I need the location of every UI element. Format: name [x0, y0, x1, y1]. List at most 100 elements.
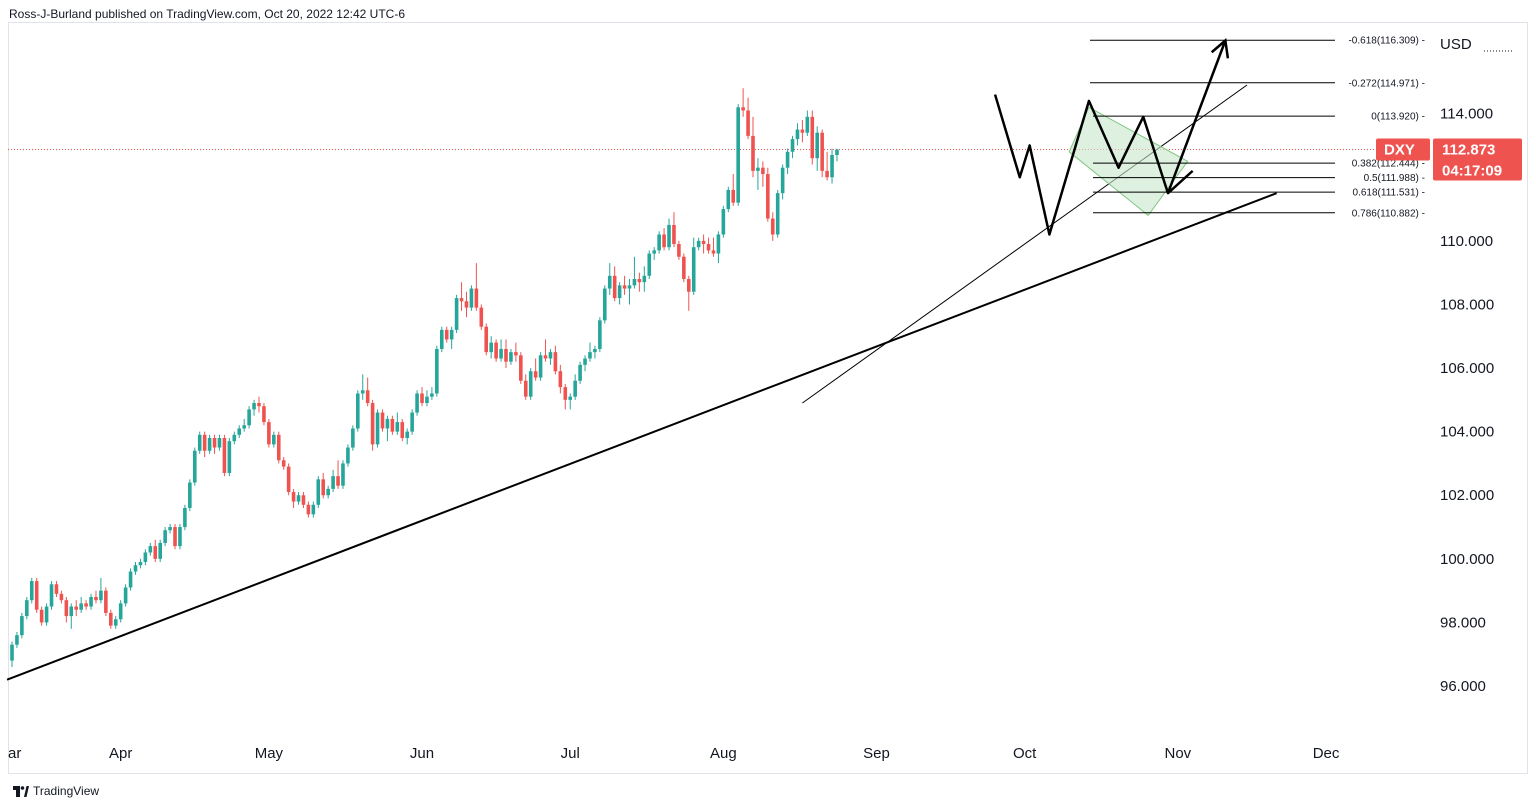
candle-body: [761, 167, 765, 175]
candle-body: [459, 298, 464, 302]
candle-body: [39, 609, 44, 623]
y-tick-label: 104.000: [1440, 424, 1494, 441]
candle-body: [741, 107, 745, 111]
candle-body: [89, 597, 93, 607]
candle-body: [509, 352, 513, 362]
candle-body: [232, 434, 237, 442]
candle-body: [197, 434, 202, 451]
candle-body: [375, 412, 380, 445]
candle-body: [405, 431, 409, 438]
candle-body: [612, 275, 617, 299]
tradingview-logo-icon: [13, 785, 29, 797]
fib-level-label: 0.618(111.531) -: [1353, 188, 1425, 199]
candle-body: [351, 428, 355, 448]
candle-body: [686, 279, 691, 292]
candle-body: [207, 438, 212, 451]
x-tick-label: Jul: [561, 745, 580, 762]
candle-body: [825, 170, 829, 178]
candle-body: [484, 326, 489, 353]
symbol-badge: [1376, 138, 1430, 161]
candle-body: [222, 438, 227, 473]
candle-body: [504, 348, 508, 362]
candle-body: [44, 606, 49, 623]
candle-body: [306, 504, 311, 515]
candle-body: [64, 600, 69, 617]
candle-body: [311, 504, 316, 515]
footer-brand[interactable]: TradingView: [13, 784, 99, 798]
candle-body: [192, 450, 197, 483]
candle-body: [647, 253, 652, 276]
symbol-label: DXY: [1384, 141, 1415, 158]
candle-body: [454, 298, 459, 330]
candle-body: [178, 527, 182, 547]
candle-body: [731, 189, 736, 203]
candle-body: [533, 371, 538, 378]
candle-body: [766, 174, 770, 219]
x-tick-label: Dec: [1313, 745, 1340, 762]
candle-body: [756, 167, 760, 171]
candle-body: [479, 307, 484, 327]
candle-body: [257, 403, 261, 407]
fib-level-label: 0.5(111.988) -: [1364, 173, 1425, 184]
candle-body: [104, 590, 108, 613]
x-tick-label: Nov: [1164, 745, 1191, 762]
y-tick-label: 98.000: [1440, 614, 1486, 631]
candle-body: [805, 116, 810, 133]
candle-body: [583, 358, 587, 365]
candle-body: [800, 129, 805, 133]
candle-body: [494, 342, 498, 359]
candle-body: [365, 390, 370, 404]
candle-body: [356, 393, 360, 429]
candle-body: [370, 403, 375, 445]
candle-body: [474, 288, 479, 308]
candle-body: [746, 110, 750, 136]
candle-body: [395, 422, 400, 432]
candle-body: [444, 329, 449, 340]
candle-body: [677, 244, 681, 257]
candle-body: [775, 193, 780, 235]
candle-body: [109, 612, 113, 626]
candle-body: [128, 571, 133, 588]
candle-body: [336, 476, 340, 486]
footer-brand-label: TradingView: [33, 784, 100, 798]
candle-body: [435, 348, 439, 394]
candle-body: [588, 352, 592, 359]
candle-body: [682, 256, 686, 279]
candle-body: [286, 466, 291, 493]
candle-body: [528, 371, 533, 397]
x-tick-label: May: [255, 745, 284, 762]
currency-label: USD: [1440, 36, 1472, 53]
candle-body: [153, 546, 158, 559]
candle-body: [291, 492, 296, 502]
trendlines-layer: [6, 84, 1376, 681]
x-tick-label: ar: [8, 745, 21, 762]
chart-frame: [8, 22, 1528, 774]
y-tick-label: 100.000: [1440, 551, 1494, 568]
candle-body: [785, 151, 790, 168]
candle-body: [439, 329, 444, 349]
inner-trendline: [802, 84, 1248, 404]
candle-body: [262, 406, 266, 423]
candle-body: [390, 418, 395, 432]
candles-layer: [10, 88, 839, 667]
candle-body: [425, 396, 429, 404]
fib-level-label: -0.618(116.309) -: [1348, 36, 1425, 47]
candle-body: [123, 587, 128, 604]
projection-arrow: [1166, 40, 1227, 194]
candle-body: [252, 403, 256, 410]
y-tick-label: 96.000: [1440, 678, 1486, 695]
candle-body: [360, 390, 365, 394]
candle-body: [380, 412, 385, 429]
x-tick-label: Aug: [710, 745, 737, 762]
candle-body: [346, 447, 350, 464]
publisher-caption: Ross-J-Burland published on TradingView.…: [9, 7, 405, 21]
fib-level-label: 0.382(112.444) -: [1352, 159, 1425, 170]
candle-body: [514, 352, 518, 356]
candle-body: [642, 275, 647, 283]
y-tick-label: 102.000: [1440, 487, 1494, 504]
candle-body: [54, 584, 59, 594]
candle-body: [598, 320, 602, 349]
candle-body: [489, 342, 493, 353]
candle-body: [726, 189, 731, 210]
